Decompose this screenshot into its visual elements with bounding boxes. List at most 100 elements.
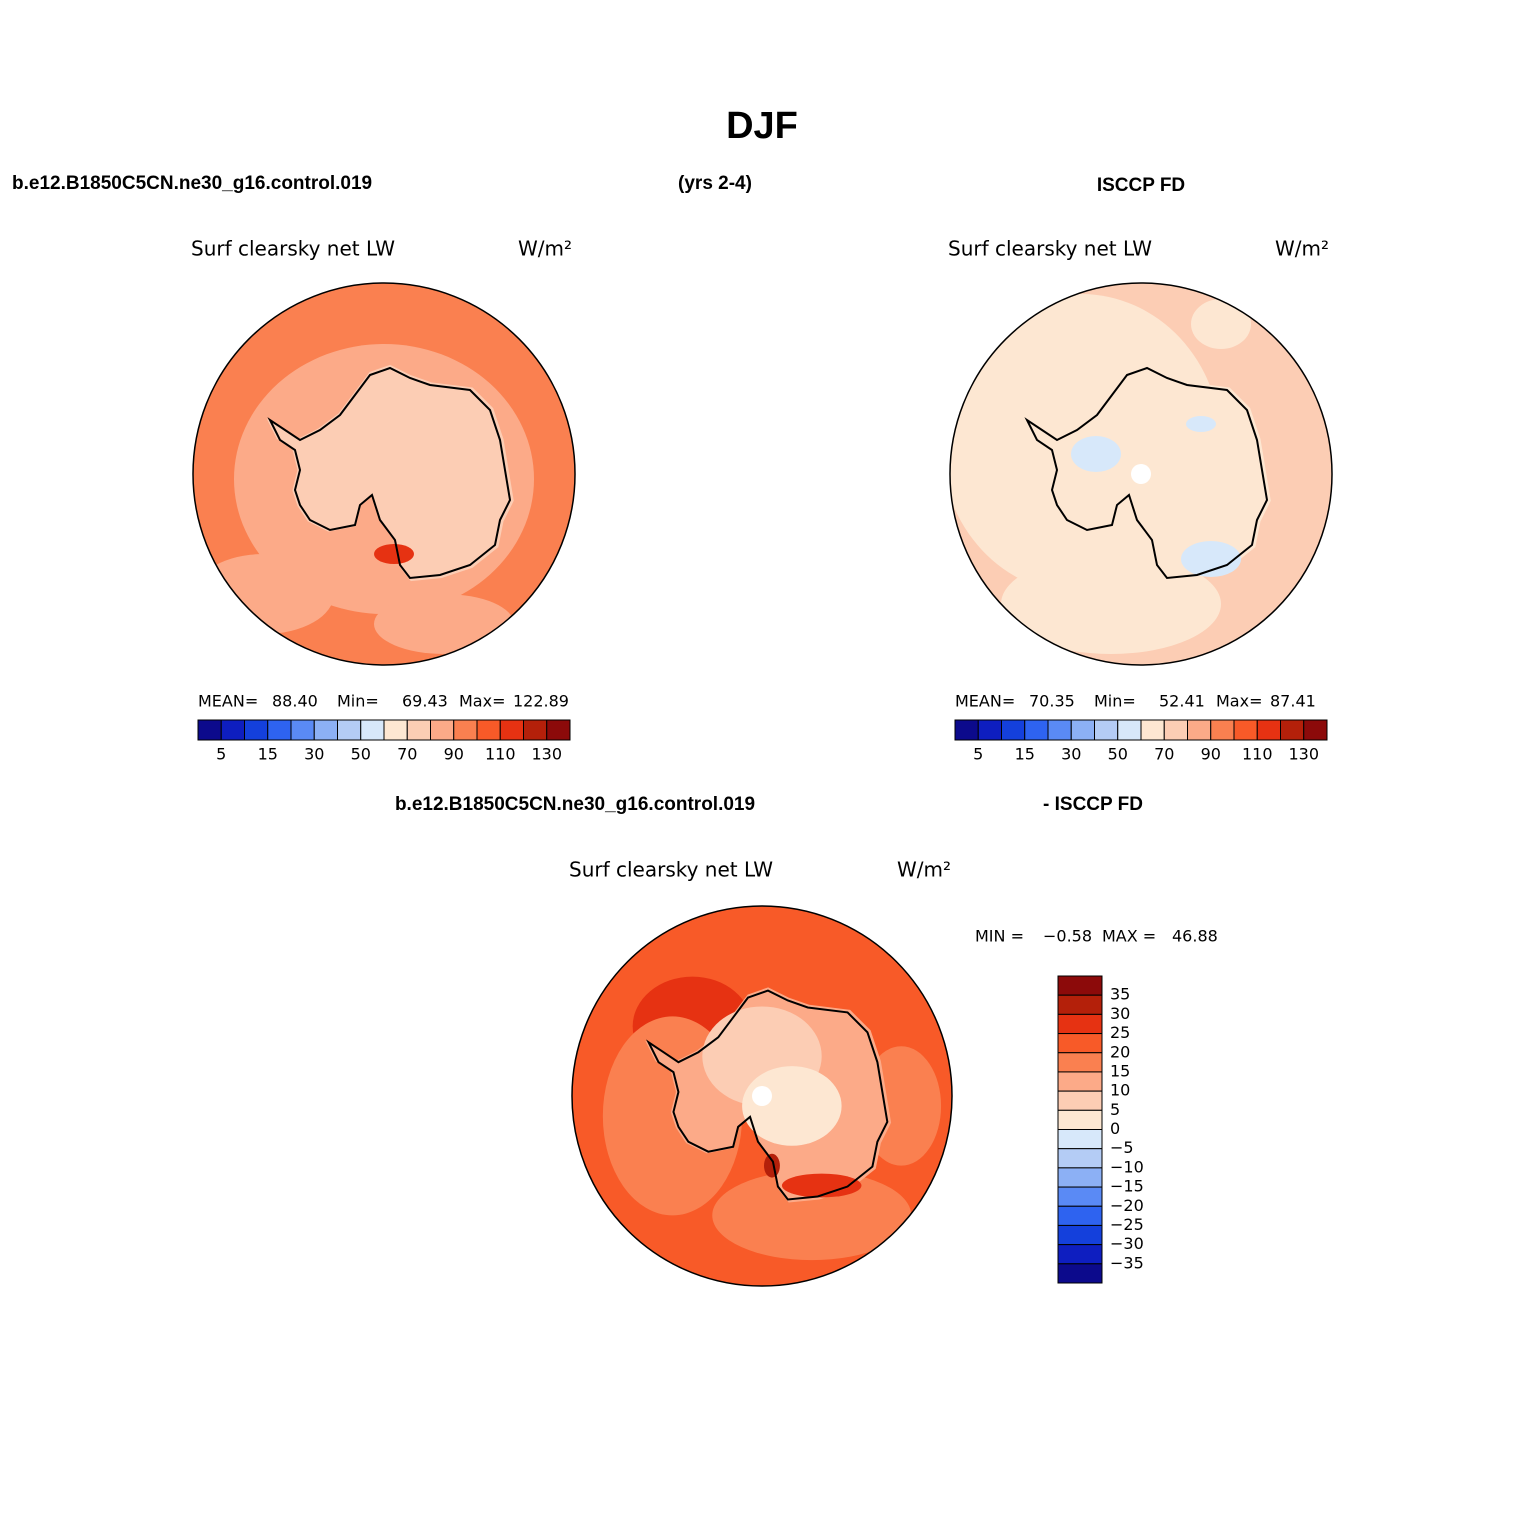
colorbar-box xyxy=(1256,719,1281,741)
colorbar-box xyxy=(1057,975,1103,996)
colorbar-box xyxy=(1070,719,1095,741)
colorbar-label: 10 xyxy=(1110,1081,1130,1100)
field-patch xyxy=(712,1170,912,1261)
colorbar-label: 50 xyxy=(1108,745,1128,764)
field-patch xyxy=(374,544,414,564)
panel-title: Surf clearsky net LW xyxy=(948,237,1152,261)
stat-value: 70.35 xyxy=(1029,692,1075,711)
stat-label: Min= xyxy=(1094,692,1136,711)
colorbar-box xyxy=(1057,1263,1103,1284)
colorbar-box xyxy=(1280,719,1305,741)
stat-label: MEAN= xyxy=(955,692,1015,711)
stat-value: −0.58 xyxy=(1043,927,1092,946)
field-patch xyxy=(742,1066,842,1146)
map-border xyxy=(192,282,576,666)
colorbar-label: 70 xyxy=(1154,745,1174,764)
colorbar-box xyxy=(1210,719,1235,741)
colorbar-label: 35 xyxy=(1110,985,1130,1004)
field-patch xyxy=(1181,541,1241,577)
colorbar-box xyxy=(267,719,292,741)
colorbar-box xyxy=(1187,719,1212,741)
colorbar-label: 30 xyxy=(1110,1004,1130,1023)
stat-label: Max= xyxy=(1216,692,1262,711)
colorbar-box xyxy=(383,719,408,741)
colorbar-label: 30 xyxy=(1061,745,1081,764)
colorbar-label: −15 xyxy=(1110,1177,1144,1196)
colorbar-box xyxy=(1057,1186,1103,1207)
stat-value: 46.88 xyxy=(1172,927,1218,946)
map xyxy=(950,283,1332,665)
stat-value: 69.43 xyxy=(402,692,448,711)
colorbar-label: 130 xyxy=(1288,745,1319,764)
colorbar-box xyxy=(1117,719,1142,741)
colorbar-label: −10 xyxy=(1110,1157,1144,1176)
field-patch xyxy=(1071,436,1121,472)
colorbar-box xyxy=(1233,719,1258,741)
colorbar-box xyxy=(244,719,269,741)
colorbar-label: 90 xyxy=(444,745,464,764)
diff-case: b.e12.B1850C5CN.ne30_g16.control.019 xyxy=(395,794,755,815)
stat-label: MIN = xyxy=(975,927,1024,946)
colorbar-label: −5 xyxy=(1110,1138,1134,1157)
colorbar-box xyxy=(977,719,1002,741)
stat-label: Max= xyxy=(459,692,505,711)
units: W/m² xyxy=(518,237,572,261)
map xyxy=(193,283,575,665)
obs-name: ISCCP FD xyxy=(1097,175,1185,196)
colorbar-box xyxy=(337,719,362,741)
field-patch xyxy=(1001,554,1221,654)
colorbar-box xyxy=(1057,1052,1103,1073)
field-patch xyxy=(781,1173,862,1198)
colorbar-box xyxy=(523,719,548,741)
colorbar-label: 0 xyxy=(1110,1119,1120,1138)
colorbar-label: 130 xyxy=(531,745,562,764)
stat-value: 122.89 xyxy=(513,692,569,711)
colorbar-label: −30 xyxy=(1110,1234,1144,1253)
stat-label: Min= xyxy=(337,692,379,711)
stat-value: 87.41 xyxy=(1270,692,1316,711)
colorbar-box xyxy=(1057,1244,1103,1265)
colorbar-label: 15 xyxy=(258,745,278,764)
colorbar-box xyxy=(1024,719,1049,741)
case-name: b.e12.B1850C5CN.ne30_g16.control.019 xyxy=(12,173,372,194)
colorbar-box xyxy=(360,719,385,741)
colorbar-label: 5 xyxy=(1110,1100,1120,1119)
colorbar-label: 110 xyxy=(1242,745,1273,764)
stat-label: MEAN= xyxy=(198,692,258,711)
field-patch xyxy=(1186,416,1216,432)
colorbar-box xyxy=(290,719,315,741)
colorbar-box xyxy=(1057,1013,1103,1035)
colorbar-label: 15 xyxy=(1015,745,1035,764)
colorbar-label: 70 xyxy=(397,745,417,764)
field-patch xyxy=(763,1153,780,1178)
colorbar-box xyxy=(453,719,478,741)
colorbar-box xyxy=(1140,719,1165,741)
map-border xyxy=(571,905,953,1287)
colorbar-box xyxy=(1001,719,1026,741)
stat-label: MAX = xyxy=(1102,927,1156,946)
colorbar-label: −25 xyxy=(1110,1215,1144,1234)
colorbar-label: −35 xyxy=(1110,1253,1144,1272)
colorbar-box xyxy=(1303,719,1328,741)
colorbar-box xyxy=(476,719,501,741)
colorbar-box xyxy=(1057,1033,1103,1054)
colorbar-label: 5 xyxy=(973,745,983,764)
colorbar-box xyxy=(954,719,979,741)
colorbar-box xyxy=(1057,1071,1103,1092)
colorbar-box xyxy=(546,719,571,741)
colorbar-label: 20 xyxy=(1110,1042,1130,1061)
map xyxy=(572,906,952,1286)
colorbar-box xyxy=(1057,1090,1103,1111)
colorbar-label: 30 xyxy=(304,745,324,764)
colorbar-label: 5 xyxy=(216,745,226,764)
units: W/m² xyxy=(897,858,951,882)
panel-title: Surf clearsky net LW xyxy=(191,237,395,261)
colorbar-box xyxy=(1057,1129,1103,1150)
field-patch xyxy=(374,594,514,654)
colorbar-label: 90 xyxy=(1201,745,1221,764)
colorbar-box xyxy=(1057,1109,1103,1130)
colorbar-box xyxy=(1057,1224,1103,1246)
years: (yrs 2-4) xyxy=(678,173,752,194)
colorbar-box xyxy=(499,719,524,741)
